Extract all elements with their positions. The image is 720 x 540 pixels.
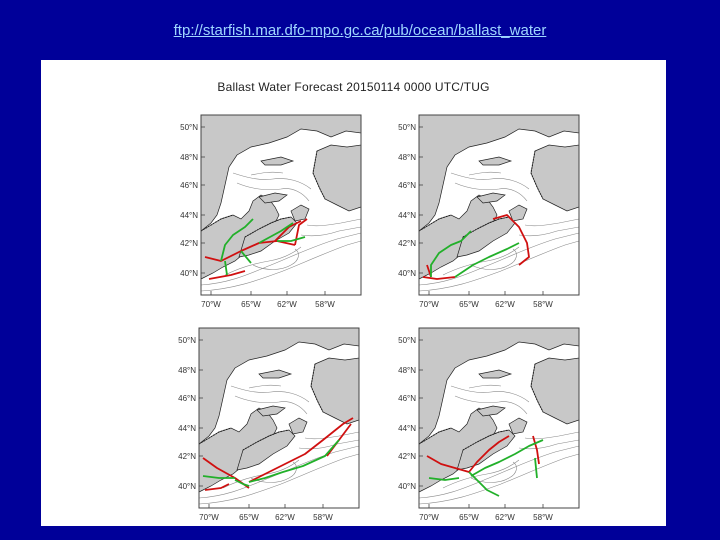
isobath-contours bbox=[200, 171, 362, 292]
map-frame bbox=[200, 114, 362, 296]
latitude-label: 50°N bbox=[180, 123, 198, 132]
land-mass bbox=[418, 327, 580, 493]
figure-title: Ballast Water Forecast 20150114 0000 UTC… bbox=[217, 80, 490, 94]
map-frame bbox=[198, 327, 360, 509]
longitude-label: 62°W bbox=[495, 513, 515, 522]
route-green bbox=[202, 439, 340, 487]
latitude-label: 48°N bbox=[398, 366, 416, 375]
longitude-label: 70°W bbox=[199, 513, 219, 522]
longitude-label: 62°W bbox=[275, 513, 295, 522]
longitude-label: 58°W bbox=[533, 300, 553, 309]
latitude-label: 44°N bbox=[178, 424, 196, 433]
latitude-label: 42°N bbox=[398, 452, 416, 461]
route-green bbox=[430, 230, 520, 278]
map-bottom-left-svg: 50°N 48°N 46°N 44°N 42°N 40°N 70°W 65°W 62°W 58°W bbox=[178, 327, 360, 522]
latitude-label: 42°N bbox=[178, 452, 196, 461]
longitude-label: 58°W bbox=[313, 513, 333, 522]
latitude-label: 44°N bbox=[398, 424, 416, 433]
route-red bbox=[426, 435, 540, 473]
latitude-label: 46°N bbox=[180, 181, 198, 190]
coastline-detail bbox=[200, 150, 326, 238]
land-mass bbox=[200, 114, 362, 280]
longitude-label: 58°W bbox=[315, 300, 335, 309]
coastline-detail bbox=[418, 150, 544, 238]
longitude-label: 65°W bbox=[459, 513, 479, 522]
longitude-label: 62°W bbox=[495, 300, 515, 309]
latitude-label: 48°N bbox=[180, 153, 198, 162]
coastline-detail bbox=[198, 363, 324, 451]
longitude-label: 65°W bbox=[459, 300, 479, 309]
forecast-figure: Ballast Water Forecast 20150114 0000 UTC… bbox=[41, 60, 666, 526]
longitude-label: 58°W bbox=[533, 513, 553, 522]
land-mass bbox=[198, 327, 360, 493]
route-green bbox=[220, 218, 306, 276]
map-frame bbox=[418, 114, 580, 296]
latitude-label: 46°N bbox=[398, 181, 416, 190]
longitude-label: 70°W bbox=[201, 300, 221, 309]
latitude-label: 44°N bbox=[180, 211, 198, 220]
longitude-label: 62°W bbox=[277, 300, 297, 309]
longitude-label: 70°W bbox=[419, 300, 439, 309]
longitude-label: 65°W bbox=[241, 300, 261, 309]
latitude-label: 40°N bbox=[398, 482, 416, 491]
latitude-label: 50°N bbox=[398, 336, 416, 345]
isobath-contours bbox=[418, 384, 580, 505]
ftp-url-link[interactable]: ftp://starfish.mar.dfo-mpo.gc.ca/pub/oce… bbox=[173, 22, 547, 39]
latitude-label: 40°N bbox=[398, 269, 416, 278]
coastline-detail bbox=[418, 363, 544, 451]
latitude-label: 42°N bbox=[180, 239, 198, 248]
latitude-label: 44°N bbox=[398, 211, 416, 220]
map-frame bbox=[418, 327, 580, 509]
map-panel-bottom-right: 50°N 48°N 46°N 44°N 42°N 40°N 70°W 65°W 62°W 58°W bbox=[359, 327, 589, 528]
latitude-label: 40°N bbox=[180, 269, 198, 278]
map-top-right-svg: 50°N 48°N 46°N 44°N 42°N 40°N 70°W 65°W 62°W 58°W bbox=[398, 114, 580, 309]
latitude-label: 40°N bbox=[178, 482, 196, 491]
land-mass bbox=[418, 114, 580, 280]
longitude-label: 70°W bbox=[419, 513, 439, 522]
longitude-label: 65°W bbox=[239, 513, 259, 522]
map-panel-top-left: 50°N 48°N 46°N 44°N 42°N 40°N 70°W 65°W 62°W 58°W bbox=[141, 114, 371, 315]
latitude-label: 42°N bbox=[398, 239, 416, 248]
latitude-label: 50°N bbox=[398, 123, 416, 132]
latitude-label: 46°N bbox=[178, 394, 196, 403]
latitude-label: 48°N bbox=[398, 153, 416, 162]
route-green bbox=[428, 439, 544, 497]
latitude-label: 46°N bbox=[398, 394, 416, 403]
map-top-left-svg: 50°N 48°N 46°N 44°N 42°N 40°N 70°W 65°W 62°W 58°W bbox=[180, 114, 362, 309]
map-panel-top-right: 50°N 48°N 46°N 44°N 42°N 40°N 70°W 65°W 62°W 58°W bbox=[359, 114, 589, 315]
map-panel-bottom-left: 50°N 48°N 46°N 44°N 42°N 40°N 70°W 65°W 62°W 58°W bbox=[139, 327, 369, 528]
latitude-label: 48°N bbox=[178, 366, 196, 375]
latitude-label: 50°N bbox=[178, 336, 196, 345]
map-bottom-right-svg: 50°N 48°N 46°N 44°N 42°N 40°N 70°W 65°W 62°W 58°W bbox=[398, 327, 580, 522]
